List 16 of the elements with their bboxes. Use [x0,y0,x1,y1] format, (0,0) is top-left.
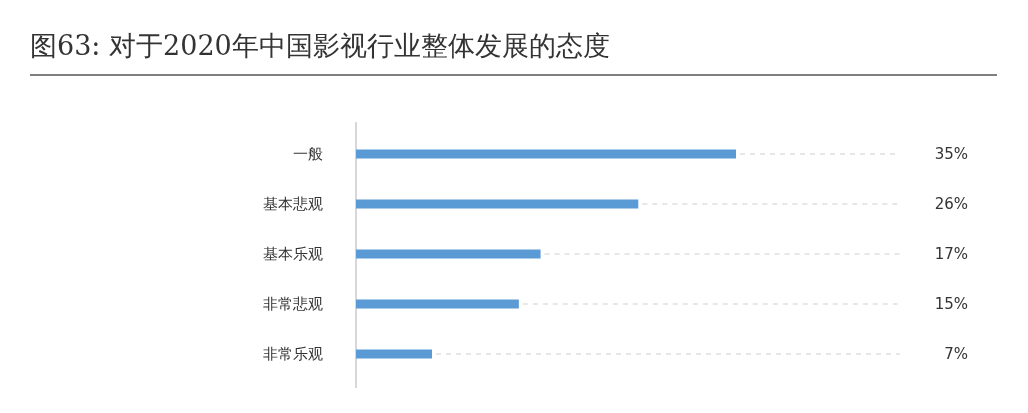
data-label: 17% [934,245,968,263]
bar [356,199,639,209]
data-label: 35% [934,145,968,163]
y-tick-label: 基本悲观 [263,195,323,213]
data-label: 15% [934,295,968,313]
y-tick-label: 非常悲观 [263,295,323,313]
bar [356,349,432,359]
bar [356,299,519,309]
y-tick-label: 一般 [293,145,323,163]
data-label: 26% [934,195,968,213]
y-tick-label: 基本乐观 [263,245,323,263]
bar [356,149,736,159]
y-tick-label: 非常乐观 [263,345,323,363]
chart-title: 图63: 对于2020年中国影视行业整体发展的态度 [30,30,610,61]
bar [356,249,541,259]
data-label: 7% [944,345,968,363]
